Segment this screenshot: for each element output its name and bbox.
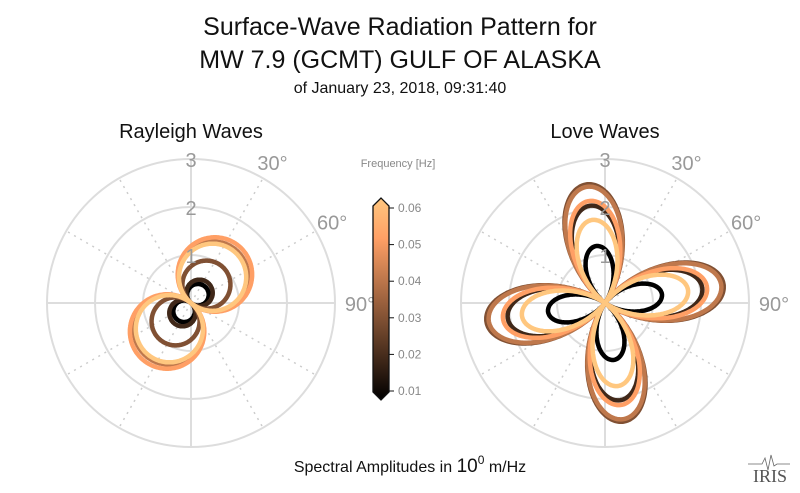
x-axis-label-exponent: 0 bbox=[478, 453, 485, 467]
radial-tick-label: 2 bbox=[185, 198, 196, 220]
colorbar-gradient bbox=[372, 197, 390, 401]
chart-title-line-2: MW 7.9 (GCMT) GULF OF ALASKA bbox=[199, 46, 601, 74]
angular-gridline bbox=[604, 302, 731, 376]
radial-tick-label: 1 bbox=[599, 246, 610, 268]
chart-title-line-1: Surface-Wave Radiation Pattern for bbox=[203, 13, 597, 41]
angular-gridline bbox=[532, 302, 606, 429]
colorbar-tick-label: 0.06 bbox=[398, 201, 422, 215]
iris-logo: IRIS bbox=[748, 454, 790, 486]
series-0.06-hz bbox=[519, 217, 691, 389]
angle-tick-label: 60° bbox=[731, 213, 761, 235]
radial-tick-label: 2 bbox=[599, 198, 610, 220]
angle-tick-label: 30° bbox=[671, 153, 701, 175]
angle-tick-label: 90° bbox=[345, 294, 375, 316]
panel-title-love: Love Waves bbox=[550, 121, 659, 143]
angular-gridline bbox=[190, 302, 264, 429]
colorbar-title: Frequency [Hz] bbox=[361, 158, 436, 170]
angular-gridline bbox=[118, 177, 192, 304]
angular-gridline bbox=[65, 230, 192, 304]
angular-gridline bbox=[190, 302, 317, 376]
angle-tick-label: 90° bbox=[759, 294, 789, 316]
radial-tick-label: 3 bbox=[185, 150, 196, 172]
colorbar-tick-label: 0.02 bbox=[398, 347, 422, 361]
radial-tick-label: 1 bbox=[185, 246, 196, 268]
colorbar: Frequency [Hz] 0.01 0.02 0.03 0.04 0.05 0.06 bbox=[361, 158, 436, 401]
rayleigh-polar-plot: 1 2 3 30° 60° 90° bbox=[46, 150, 375, 448]
colorbar-tick-label: 0.04 bbox=[398, 274, 422, 288]
x-axis-label-prefix: Spectral Amplitudes in bbox=[294, 459, 457, 476]
angle-tick-label: 60° bbox=[317, 213, 347, 235]
panel-title-rayleigh: Rayleigh Waves bbox=[119, 121, 263, 143]
chart-subtitle: of January 23, 2018, 09:31:40 bbox=[294, 80, 507, 97]
angular-gridline bbox=[190, 230, 317, 304]
angle-tick-label: 30° bbox=[257, 153, 287, 175]
angular-gridline bbox=[479, 230, 606, 304]
svg-text:IRIS: IRIS bbox=[753, 466, 787, 486]
x-axis-label: Spectral Amplitudes in 100 m/Hz bbox=[294, 453, 526, 477]
series-0.06-hz bbox=[133, 241, 249, 365]
colorbar-tick-label: 0.01 bbox=[398, 384, 422, 398]
x-axis-label-unit: m/Hz bbox=[484, 459, 526, 476]
radial-tick-label: 3 bbox=[599, 150, 610, 172]
love-polar-plot: 1 2 3 30° 60° 90° bbox=[460, 150, 789, 448]
x-axis-label-base: 10 bbox=[457, 456, 478, 477]
colorbar-tick-label: 0.03 bbox=[398, 311, 422, 325]
colorbar-tick-label: 0.05 bbox=[398, 238, 422, 252]
angular-gridline bbox=[604, 177, 678, 304]
